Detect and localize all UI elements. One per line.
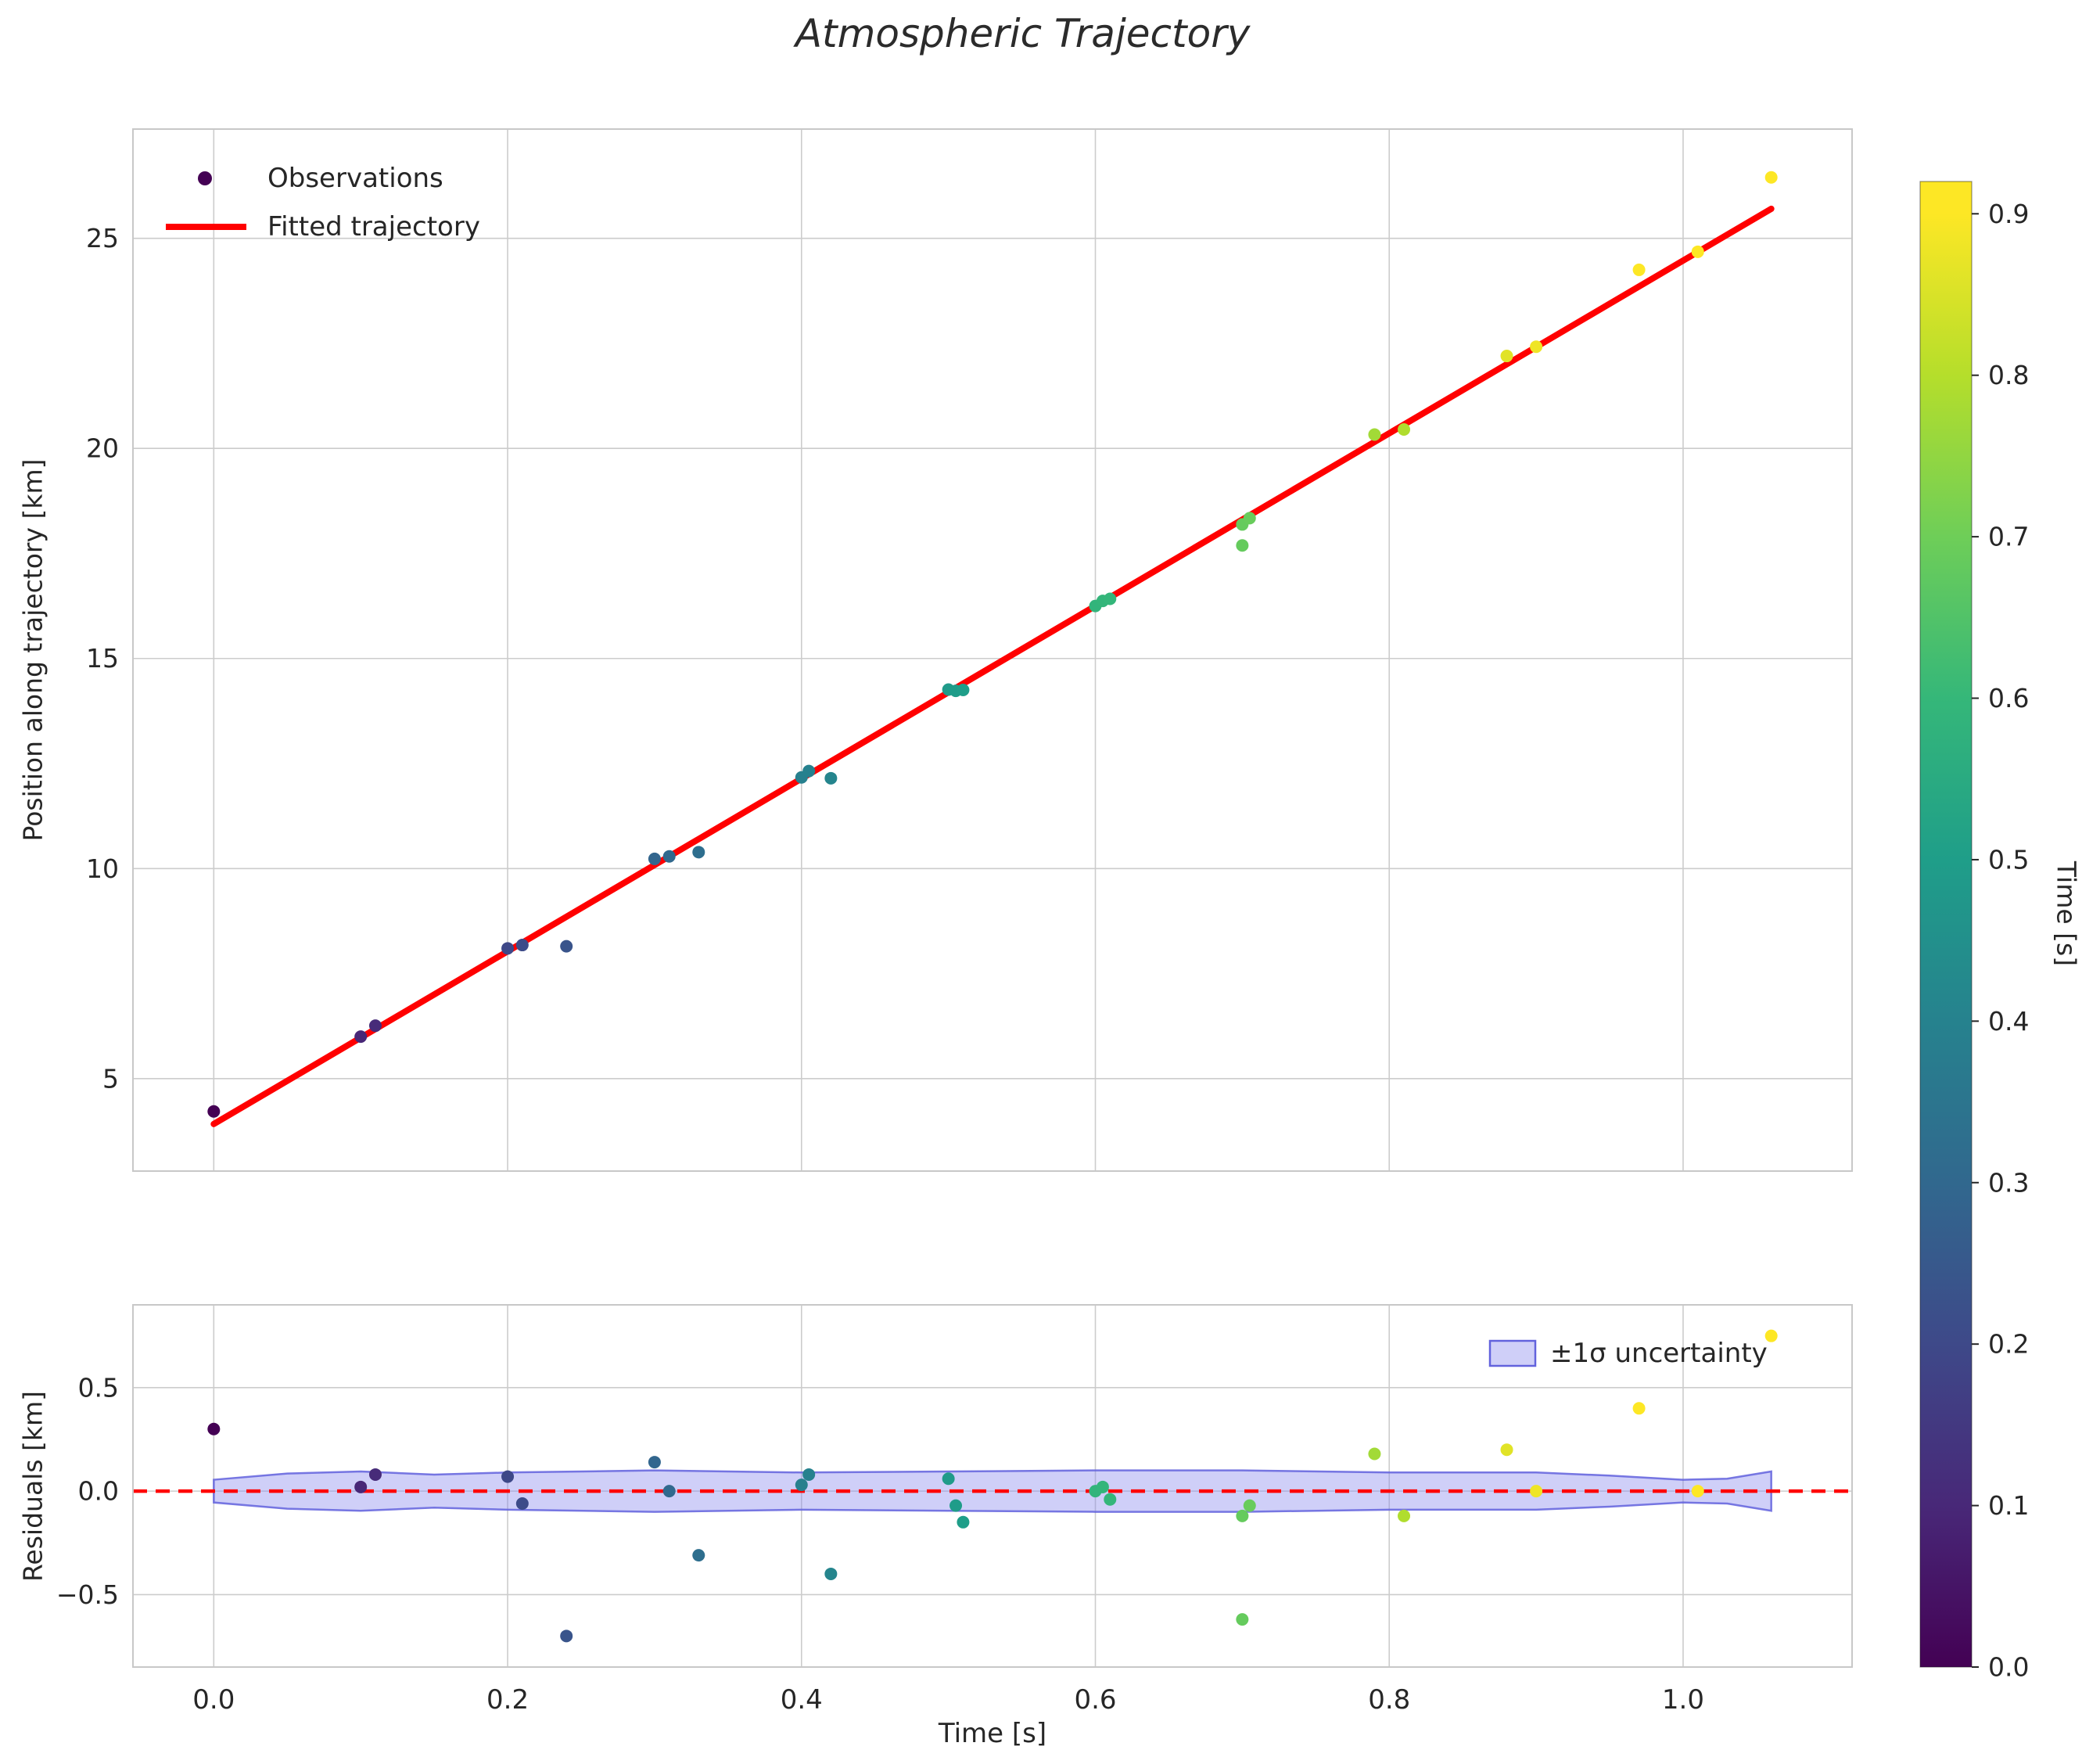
residual-point [560,1629,573,1643]
colorbar: 0.0 0.1 0.2 0.3 0.4 0.5 0.6 0.7 0.8 0.9 [1919,181,2029,1683]
svg-text:1.0: 1.0 [1662,1684,1704,1716]
observation-point [1764,171,1778,184]
svg-text:0.2: 0.2 [1988,1329,2029,1360]
svg-text:15: 15 [86,643,119,674]
observation-point [560,940,573,953]
colorbar-ticks: 0.0 0.1 0.2 0.3 0.4 0.5 0.6 0.7 0.8 0.9 [1972,199,2029,1683]
observation-point [501,942,515,955]
fitted-line [210,205,1775,1127]
residual-grid [133,1305,1852,1667]
residual-point [648,1456,661,1469]
svg-text:0.2: 0.2 [486,1684,529,1716]
svg-text:0.0: 0.0 [78,1476,119,1507]
svg-text:0.4: 0.4 [781,1684,823,1716]
observation-point [368,1019,382,1033]
svg-text:0.3: 0.3 [1988,1167,2029,1198]
residual-point [802,1468,816,1481]
residual-point [692,1549,705,1562]
residual-point [1398,1509,1411,1522]
residual-points [207,1329,1778,1643]
residual-point [1368,1447,1381,1461]
residual-point [1764,1329,1778,1342]
residual-point [662,1485,676,1498]
observation-point [1500,350,1513,363]
main-spine [132,128,1853,1172]
svg-text:5: 5 [102,1063,119,1094]
main-grid [133,129,1852,1171]
residual-point [1243,1499,1256,1512]
observation-point [1236,539,1249,552]
residual-point [354,1480,368,1493]
residual-legend: ±1σ uncertainty [1488,1338,1768,1369]
svg-text:0.8: 0.8 [1368,1684,1410,1716]
legend-marker-icon [198,171,212,185]
y-axis-label-main: Position along trajectory [km] [17,458,48,842]
residual-point [1096,1480,1109,1493]
svg-text:0.7: 0.7 [1988,522,2029,552]
residual-point [1236,1613,1249,1626]
svg-text:±1σ uncertainty: ±1σ uncertainty [1550,1338,1768,1369]
svg-text:0.5: 0.5 [1988,844,2029,875]
residual-point [1691,1485,1704,1498]
colorbar-label: Time [s] [2051,861,2082,967]
observation-point [354,1030,368,1044]
svg-text:25: 25 [86,223,119,253]
svg-text:0.9: 0.9 [1988,199,2029,229]
observations-points [207,171,1778,1118]
svg-text:0.6: 0.6 [1988,683,2029,713]
chart-title: Atmospheric Trajectory [795,11,1251,56]
legend-patch-icon [1488,1339,1537,1367]
svg-text:Observations: Observations [267,163,443,194]
observation-point [692,846,705,859]
main-legend: Observations Fitted trajectory [166,163,480,243]
residual-point [368,1468,382,1481]
svg-text:0.4: 0.4 [1988,1006,2029,1037]
residual-point [1500,1443,1513,1457]
residual-point [1632,1402,1646,1415]
residual-point [1104,1493,1117,1506]
residual-point [515,1497,529,1510]
observation-point [1632,263,1646,276]
observation-point [1398,423,1411,437]
colorbar-gradient [1919,181,1973,1668]
residual-point [795,1479,808,1492]
observation-point [515,939,529,952]
residual-point [501,1470,515,1483]
residual-axes: 0.0 0.2 0.4 0.6 0.8 1.0 −0.5 0.0 0.5 ±1σ uncertai… [56,1304,1853,1716]
residual-point [1236,1509,1249,1522]
svg-text:−0.5: −0.5 [56,1579,119,1610]
observation-point [662,850,676,863]
residual-point [949,1499,963,1512]
svg-text:10: 10 [86,853,119,884]
residual-point [824,1567,838,1580]
svg-text:0.1: 0.1 [1988,1490,2029,1521]
residual-point [957,1515,970,1529]
residual-spine [132,1304,1853,1668]
x-axis-label: Time [s] [938,1718,1047,1749]
residual-point [207,1422,221,1435]
observation-point [648,852,661,865]
observation-point [207,1105,221,1118]
svg-text:0.0: 0.0 [1988,1652,2029,1683]
residual-point [1530,1485,1543,1498]
observation-point [1368,428,1381,441]
uncertainty-band [213,1469,1772,1513]
svg-text:0.8: 0.8 [1988,360,2029,390]
observation-point [802,764,816,778]
observation-point [1691,245,1704,258]
svg-text:0.6: 0.6 [1074,1684,1116,1716]
svg-text:0.0: 0.0 [192,1684,235,1716]
observation-point [1243,512,1256,525]
main-axes: 5 10 15 20 25 Observations Fitted trajectory [86,128,1853,1172]
observation-point [824,771,838,785]
y-axis-label-residuals: Residuals [km] [17,1390,48,1583]
residual-point [942,1472,955,1486]
observation-point [1530,340,1543,354]
svg-text:20: 20 [86,433,119,464]
observation-point [1104,592,1117,605]
observation-point [957,684,970,697]
svg-text:0.5: 0.5 [78,1372,119,1403]
svg-text:Fitted trajectory: Fitted trajectory [267,211,480,243]
